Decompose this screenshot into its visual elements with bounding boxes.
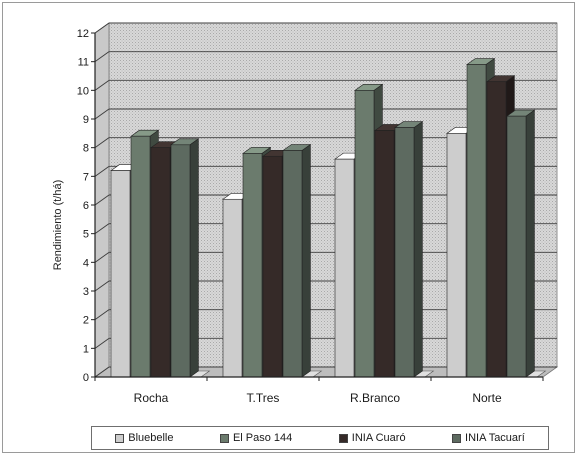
gridline-side <box>94 108 110 120</box>
x-tick-label: Rocha <box>134 391 169 405</box>
gridline-side <box>94 22 110 34</box>
legend-label: INIA Tacuarí <box>465 432 525 444</box>
gridline-side <box>94 165 110 177</box>
bar-side <box>413 121 423 378</box>
legend-label: El Paso 144 <box>232 432 293 444</box>
x-tick-label: T.Tres <box>247 391 280 405</box>
y-tick-label: 7 <box>83 171 89 183</box>
y-tick-label: 4 <box>83 257 89 269</box>
y-tick-label: 9 <box>83 114 89 126</box>
bar <box>506 109 536 378</box>
x-tick-label: Norte <box>472 391 502 405</box>
bar-side <box>525 109 535 378</box>
bar-front <box>506 115 527 378</box>
bar-side <box>301 143 311 378</box>
legend-item: El Paso 144 <box>219 432 293 444</box>
y-axis-label: Rendimiento (t/há) <box>52 180 64 271</box>
bar <box>394 121 424 378</box>
bar-front <box>170 144 191 378</box>
gridline-side <box>94 223 110 235</box>
y-tick-label: 0 <box>83 372 89 384</box>
bar <box>282 143 312 378</box>
bar-front <box>446 133 467 378</box>
bar-front <box>222 198 243 378</box>
bar-front <box>150 147 171 378</box>
legend-item: INIA Tacuarí <box>452 432 525 444</box>
y-tick-label: 10 <box>77 85 89 97</box>
y-tick-label: 5 <box>83 229 89 241</box>
gridline-side <box>94 79 110 91</box>
legend-swatch <box>452 433 462 443</box>
gridline-side <box>94 137 110 149</box>
legend-item: INIA Cuaró <box>338 432 406 444</box>
legend-swatch <box>219 433 229 443</box>
legend-swatch <box>338 433 348 443</box>
legend: Bluebelle El Paso 144 INIA Cuaró INIA Tacua… <box>91 426 549 450</box>
legend-item: Bluebelle <box>115 432 174 444</box>
gridline-side <box>94 280 110 292</box>
gridline-side <box>94 51 110 63</box>
bar-front <box>466 64 487 378</box>
gridline-side <box>94 194 110 206</box>
bar-front <box>334 158 355 378</box>
y-tick-label: 6 <box>83 200 89 212</box>
x-tick-label: R.Branco <box>350 391 400 405</box>
legend-swatch <box>115 433 125 443</box>
y-tick-label: 1 <box>83 343 89 355</box>
y-tick-label: 3 <box>83 286 89 298</box>
bar-chart: Rocha T.Tres R.Branco Norte0123456789101112… <box>52 22 559 405</box>
bar-front <box>374 130 395 378</box>
bar-side <box>189 138 199 378</box>
bar-front <box>282 150 303 378</box>
y-tick-label: 8 <box>83 143 89 155</box>
gridline-side <box>94 309 110 321</box>
gridline-side <box>94 366 110 378</box>
bar-front <box>242 153 263 378</box>
legend-label: INIA Cuaró <box>351 432 406 444</box>
bar-front <box>110 170 131 378</box>
y-tick-label: 11 <box>78 57 89 69</box>
bar-front <box>354 90 375 378</box>
y-tick-label: 12 <box>77 28 89 40</box>
bar-front <box>262 155 283 378</box>
legend-label: Bluebelle <box>128 432 174 444</box>
gridline-side <box>94 251 110 263</box>
bar <box>170 138 200 378</box>
gridline-side <box>94 337 110 349</box>
y-tick-label: 2 <box>83 315 89 327</box>
bar-front <box>130 135 151 378</box>
bar-front <box>394 127 415 378</box>
bar-front <box>486 81 507 378</box>
